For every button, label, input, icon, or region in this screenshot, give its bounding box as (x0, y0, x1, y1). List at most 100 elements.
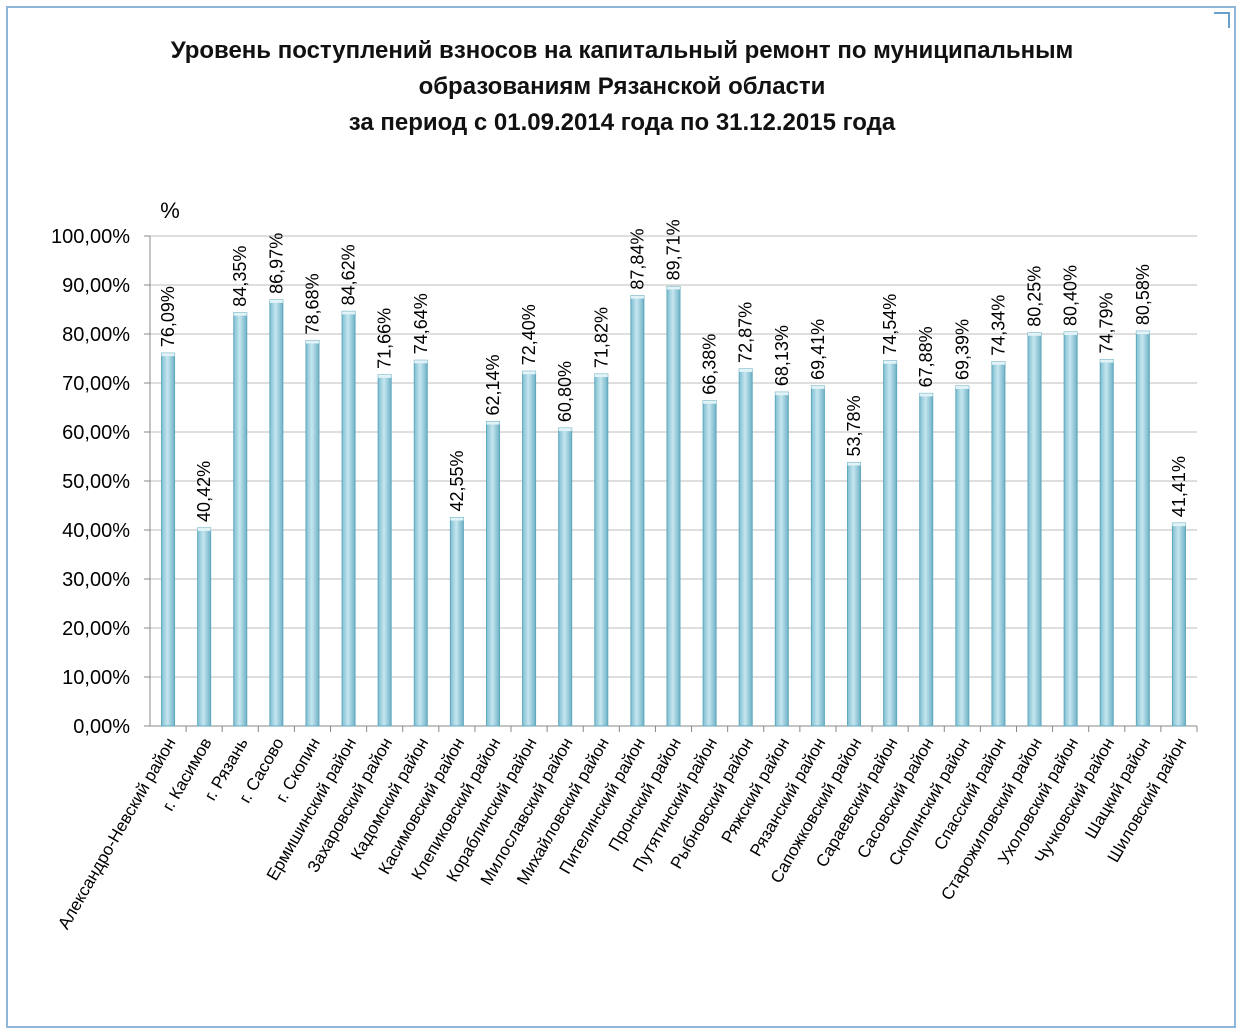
bar-top (486, 421, 500, 425)
bar (1063, 331, 1078, 727)
bar (1135, 330, 1150, 727)
bar (233, 312, 248, 727)
y-tick-label: 30,00% (62, 569, 130, 591)
bar (738, 368, 753, 727)
data-label: 60,80% (555, 361, 575, 422)
data-label: 67,88% (916, 326, 936, 387)
bar-top (414, 360, 428, 364)
data-label: 71,82% (591, 307, 611, 368)
bar-top (305, 340, 319, 344)
y-tick-label: 100,00% (51, 226, 130, 248)
data-label: 80,40% (1061, 265, 1081, 326)
bar-top (558, 428, 572, 432)
bar (341, 310, 356, 727)
bar (197, 527, 212, 727)
bar (666, 285, 681, 727)
y-tick-label: 90,00% (62, 275, 130, 297)
bar-top (811, 385, 825, 389)
bar-top (342, 311, 356, 315)
data-label: 89,71% (664, 219, 684, 280)
title-line-1: Уровень поступлений взносов на капитальн… (170, 37, 1074, 64)
y-tick-label: 40,00% (62, 520, 130, 542)
data-label: 74,79% (1097, 292, 1117, 353)
data-label: 71,66% (375, 308, 395, 369)
bar-top (1064, 332, 1078, 336)
bar-top (522, 371, 536, 375)
bar-top (233, 312, 247, 316)
data-label: 66,38% (700, 334, 720, 395)
data-label: 68,13% (772, 325, 792, 386)
data-label: 78,68% (302, 273, 322, 334)
bar (485, 421, 500, 727)
bar-top (630, 295, 644, 299)
data-label: 53,78% (844, 395, 864, 456)
data-label: 72,40% (519, 304, 539, 365)
bar (991, 361, 1006, 727)
data-label: 76,09% (158, 286, 178, 347)
bar-top (703, 400, 717, 404)
bar-top (775, 392, 789, 396)
y-tick-label: 20,00% (62, 618, 130, 640)
data-label: 84,62% (339, 244, 359, 305)
bar (955, 385, 970, 727)
bar-top (161, 353, 175, 357)
y-tick-label: 0,00% (73, 716, 130, 738)
bar (558, 427, 573, 727)
bar (449, 517, 464, 727)
data-label: 40,42% (194, 461, 214, 522)
bar (161, 352, 176, 727)
bar (919, 392, 934, 727)
category-label: Александро-Невский район (54, 735, 179, 933)
bar-top (1172, 523, 1186, 527)
data-label: 84,35% (230, 246, 250, 307)
bar-top (991, 361, 1005, 365)
bar-top (667, 286, 680, 290)
bar-top (847, 462, 861, 466)
bar (413, 359, 428, 727)
chart-frame (6, 6, 1236, 1028)
bar-top (955, 385, 969, 389)
data-label: 69,39% (952, 319, 972, 380)
data-label: 69,41% (808, 319, 828, 380)
bar (377, 374, 392, 727)
bar (305, 339, 320, 727)
data-label: 86,97% (266, 233, 286, 294)
bar-top (1028, 332, 1042, 336)
bar-top (269, 299, 283, 303)
bar (269, 299, 284, 727)
y-axis-label: % (160, 198, 180, 223)
bar-top (378, 374, 392, 378)
bar-top (739, 368, 753, 372)
title-line-3: за период с 01.09.2014 года по 31.12.201… (348, 109, 896, 136)
data-label: 80,25% (1025, 266, 1045, 327)
bar (774, 391, 789, 727)
bar (1099, 359, 1114, 727)
data-label: 80,58% (1133, 264, 1153, 325)
title-line-2: образованиям Рязанской области (418, 73, 826, 100)
bar (883, 360, 898, 727)
y-tick-label: 50,00% (62, 471, 130, 493)
data-label: 74,54% (880, 294, 900, 355)
bar-top (450, 517, 464, 521)
bar-top (883, 360, 897, 364)
data-label: 42,55% (447, 450, 467, 511)
bar (810, 385, 825, 727)
bar (630, 295, 645, 727)
y-tick-label: 60,00% (62, 422, 130, 444)
bar-top (594, 374, 608, 378)
corner-decoration (1214, 12, 1230, 28)
bar (1027, 332, 1042, 727)
bar (522, 370, 537, 727)
data-label: 74,34% (988, 295, 1008, 356)
y-tick-label: 70,00% (62, 373, 130, 395)
bar-top (1100, 359, 1114, 363)
data-label: 41,41% (1169, 456, 1189, 517)
data-label: 87,84% (627, 229, 647, 290)
bar-top (197, 527, 211, 531)
y-tick-label: 80,00% (62, 324, 130, 346)
chart-title: Уровень поступлений взносов на капитальн… (40, 33, 1204, 141)
y-tick-label: 10,00% (62, 667, 130, 689)
bar (702, 400, 717, 727)
bar (1171, 522, 1186, 727)
